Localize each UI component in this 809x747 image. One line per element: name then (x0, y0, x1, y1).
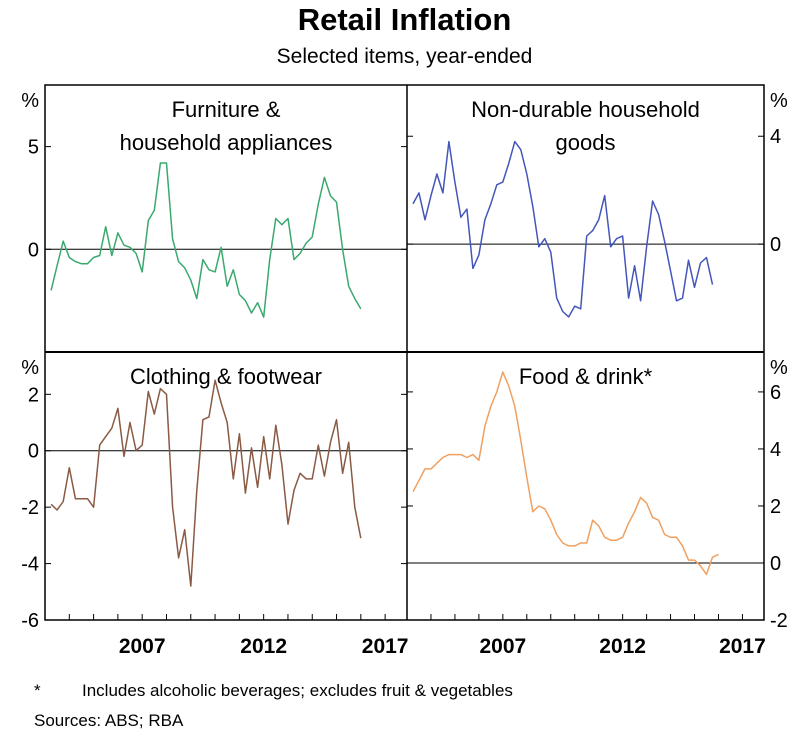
y-tick-label-3: -2 (21, 497, 39, 519)
series-line-4 (412, 371, 719, 576)
x-tick-label: 2012 (240, 635, 287, 658)
panel-title-1-line-1: Furniture & (172, 97, 281, 122)
series-line-3 (50, 379, 362, 587)
x-tick-label: 2007 (119, 635, 166, 658)
y-tick-label-4: 6 (770, 382, 781, 404)
y-tick-label-4: 0 (770, 553, 781, 575)
chart-title: Retail Inflation (297, 2, 512, 37)
y-tick-label-2: 0 (770, 234, 781, 256)
x-tick-label: 2012 (599, 635, 646, 658)
unit-label-1: % (21, 90, 39, 112)
chart-subtitle: Selected items, year-ended (276, 45, 533, 68)
y-tick-label-3: 0 (28, 441, 39, 463)
series-line-1 (50, 162, 362, 318)
panel-title-4-line-1: Food & drink* (519, 364, 653, 389)
footnote-marker: * (34, 681, 41, 700)
panel-title-2-line-2: goods (556, 130, 616, 155)
y-tick-label-2: 4 (770, 126, 781, 148)
y-tick-label-1: 5 (28, 137, 39, 159)
panel-title-3-line-1: Clothing & footwear (130, 364, 322, 389)
panel-title-1-line-2: household appliances (120, 130, 333, 155)
series-line-2 (412, 140, 714, 318)
panel-title-2-line-1: Non-durable household (471, 97, 700, 122)
x-tick-label: 2017 (719, 635, 766, 658)
y-tick-label-3: -6 (21, 610, 39, 632)
sources-note: Sources: ABS; RBA (34, 711, 184, 730)
y-tick-label-4: 4 (770, 439, 781, 461)
y-tick-label-4: -2 (770, 610, 788, 632)
y-tick-label-3: -4 (21, 554, 39, 576)
unit-label-3: % (21, 357, 39, 379)
y-tick-label-1: 0 (28, 239, 39, 261)
y-tick-label-4: 2 (770, 496, 781, 518)
unit-label-4: % (770, 357, 788, 379)
footnote-text: Includes alcoholic beverages; excludes f… (82, 681, 513, 700)
unit-label-2: % (770, 90, 788, 112)
x-tick-label: 2017 (362, 635, 409, 658)
y-tick-label-3: 2 (28, 384, 39, 406)
x-tick-label: 2007 (479, 635, 526, 658)
